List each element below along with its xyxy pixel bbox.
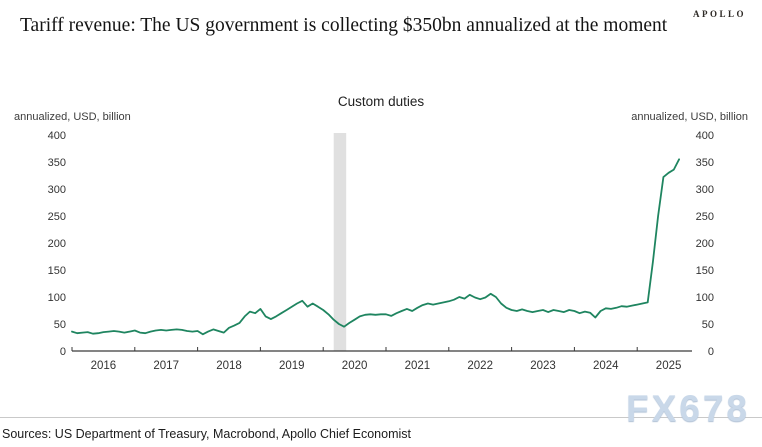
y-tick-label-left: 100 bbox=[48, 292, 66, 304]
x-tick-label: 2024 bbox=[593, 360, 619, 372]
y-tick-label-left: 0 bbox=[60, 346, 66, 358]
x-tick-label: 2020 bbox=[342, 360, 368, 372]
y-tick-label-right: 300 bbox=[696, 184, 714, 196]
footer-divider bbox=[0, 417, 762, 418]
y-tick-label-left: 300 bbox=[48, 184, 66, 196]
y-tick-label-right: 400 bbox=[696, 130, 714, 142]
apollo-logo: APOLLO bbox=[692, 9, 746, 19]
y-axis-unit-left: annualized, USD, billion bbox=[14, 111, 131, 123]
custom-duties-line-chart: 0 0 50 50 100 100 150 150 200 200 250 250 300 300 350 3… bbox=[48, 130, 714, 372]
x-tick-label: 2017 bbox=[153, 360, 179, 372]
y-tick-label-right: 350 bbox=[696, 157, 714, 169]
y-tick-label-right: 100 bbox=[696, 292, 714, 304]
y-tick-label-right: 200 bbox=[696, 238, 714, 250]
chart-title: Custom duties bbox=[337, 94, 425, 109]
y-tick-label-left: 250 bbox=[48, 211, 66, 223]
y-tick-label-left: 200 bbox=[48, 238, 66, 250]
y-tick-label-left: 50 bbox=[54, 319, 66, 331]
x-tick-label: 2022 bbox=[467, 360, 493, 372]
y-tick-label-left: 350 bbox=[48, 157, 66, 169]
y-tick-label-right: 50 bbox=[702, 319, 714, 331]
sources-text: Sources: US Department of Treasury, Macr… bbox=[2, 427, 411, 441]
x-tick-label: 2025 bbox=[656, 360, 682, 372]
y-tick-label-left: 400 bbox=[48, 130, 66, 142]
x-tick-label: 2019 bbox=[279, 360, 305, 372]
y-tick-label-left: 150 bbox=[48, 265, 66, 277]
recession-band bbox=[333, 133, 347, 351]
y-tick-label-right: 150 bbox=[696, 265, 714, 277]
x-tick-label: 2021 bbox=[405, 360, 431, 372]
x-tick-label: 2018 bbox=[216, 360, 242, 372]
series-line-custom-duties bbox=[71, 158, 680, 336]
y-tick-label-right: 0 bbox=[708, 346, 714, 358]
x-tick-label: 2023 bbox=[530, 360, 556, 372]
x-tick-label: 2016 bbox=[91, 360, 117, 372]
watermark: FX678 bbox=[625, 388, 750, 429]
y-tick-label-right: 250 bbox=[696, 211, 714, 223]
page-title: Tariff revenue: The US government is col… bbox=[20, 15, 668, 36]
y-axis-unit-right: annualized, USD, billion bbox=[631, 111, 748, 123]
